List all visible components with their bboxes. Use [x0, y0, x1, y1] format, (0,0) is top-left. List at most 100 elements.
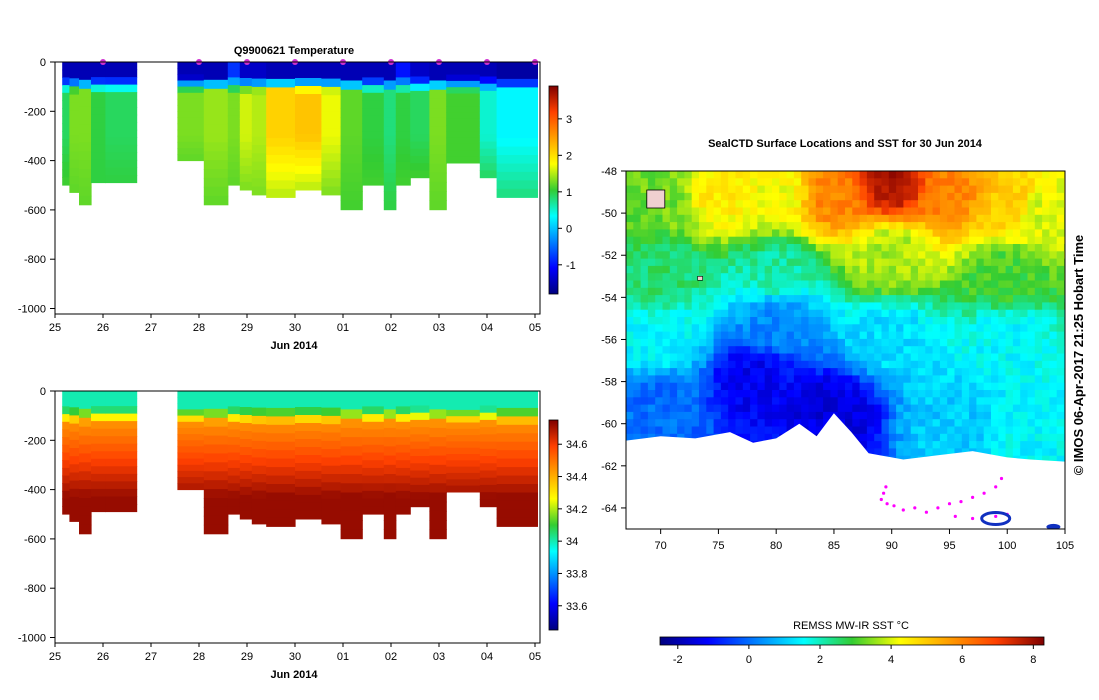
salinity-cell: [91, 481, 106, 490]
sst-cell: [918, 390, 926, 398]
sst-cell: [699, 331, 707, 340]
salinity-cell: [362, 429, 385, 438]
sst-cell: [991, 375, 999, 384]
sst-cell: [947, 295, 955, 303]
sst-cell: [866, 331, 875, 340]
salinity-axes-frame: [54, 390, 541, 644]
sst-cell: [713, 375, 722, 384]
salinity-cell: [239, 447, 253, 456]
salinity-cell: [239, 399, 253, 408]
temperature-cell: [69, 135, 80, 144]
temperature-cell: [410, 112, 430, 121]
sst-cell: [669, 200, 678, 208]
sst-cell: [830, 222, 839, 230]
salinity-cell: [79, 417, 92, 428]
temperature-cell: [321, 62, 342, 71]
salinity-cell: [340, 446, 363, 457]
sst-cell: [735, 368, 744, 376]
sst-cell: [793, 222, 802, 230]
sst-cell: [954, 200, 963, 208]
sst-cell: [772, 346, 780, 354]
sst-cell: [896, 433, 904, 442]
temperature-cell: [105, 62, 138, 71]
sst-cell: [976, 353, 985, 362]
sst-cell: [699, 229, 707, 238]
sst-cell: [1012, 207, 1021, 216]
sst-cell: [823, 280, 831, 289]
sst-cell: [918, 229, 926, 238]
salinity-cell: [177, 458, 205, 466]
temperature-cell: [362, 62, 385, 71]
salinity-cell: [479, 456, 498, 464]
sst-cell: [808, 178, 817, 186]
sst-cell: [932, 273, 941, 281]
sst-cell: [969, 207, 977, 216]
sst-cell: [786, 280, 795, 289]
sst-cell: [1005, 411, 1014, 420]
sst-cell: [954, 178, 963, 186]
temperature-cell: [496, 104, 538, 114]
sst-cell: [786, 353, 795, 362]
sst-cell: [677, 382, 685, 391]
sst-cell: [1049, 324, 1058, 332]
sst-cell: [830, 360, 839, 369]
sst-cell: [662, 222, 671, 230]
salinity-cell: [177, 452, 205, 460]
temperature-cell: [239, 94, 253, 103]
sst-cell: [808, 280, 817, 289]
sst-cell: [757, 426, 766, 435]
temperature-cell: [295, 134, 322, 143]
temperature-cell: [105, 107, 138, 116]
sst-cell: [677, 280, 685, 289]
sst-cell: [1027, 411, 1036, 420]
sst-cell: [866, 375, 875, 384]
temperature-cell: [177, 74, 205, 82]
x-tick-label: 29: [241, 651, 253, 663]
sst-cell: [845, 382, 853, 391]
salinity-cell: [295, 478, 322, 488]
sst-cell: [1020, 353, 1028, 362]
temperature-cell: [62, 146, 70, 155]
sst-cell: [866, 382, 875, 391]
sst-cell: [713, 287, 722, 296]
temperature-cell: [79, 160, 92, 170]
salinity-cell: [203, 471, 229, 481]
temperature-cell: [496, 188, 538, 198]
sst-cell: [742, 382, 751, 391]
sst-cell: [830, 229, 839, 238]
sst-cell: [655, 411, 663, 420]
sst-cell: [1020, 390, 1028, 398]
sst-cell: [706, 302, 714, 311]
sst-cell: [626, 368, 634, 376]
sst-cell: [1027, 317, 1036, 325]
salinity-cell: [383, 464, 397, 475]
sst-cell: [1034, 317, 1043, 325]
sst-cell: [779, 244, 787, 252]
sst-cell: [983, 433, 992, 442]
sst-cell: [983, 390, 992, 398]
sst-cell: [655, 273, 663, 281]
sst-cell: [815, 287, 824, 296]
sst-cell: [939, 207, 948, 216]
salinity-x-axis: 25 26 27 28 29 30 01 02 03 04 05: [49, 643, 541, 663]
sst-cell: [823, 324, 831, 332]
sst-cell: [896, 360, 904, 369]
sst-cell: [954, 338, 963, 347]
sst-cell: [947, 433, 955, 442]
sst-cell: [969, 258, 977, 267]
sst-cell: [888, 368, 897, 376]
sst-cell: [720, 222, 729, 230]
temperature-cell: [105, 167, 138, 176]
sst-cell: [699, 324, 707, 332]
sst-cell: [896, 338, 904, 347]
sst-cell: [983, 317, 992, 325]
sst-cell: [691, 404, 700, 413]
sst-cell: [808, 185, 817, 194]
sst-cell: [1056, 229, 1065, 238]
sst-cell: [881, 448, 890, 457]
sst-cell: [961, 368, 970, 376]
salinity-cell: [321, 391, 342, 400]
temperature-cell: [79, 62, 92, 72]
sst-cell: [647, 397, 656, 405]
sst-cell: [1042, 317, 1050, 325]
